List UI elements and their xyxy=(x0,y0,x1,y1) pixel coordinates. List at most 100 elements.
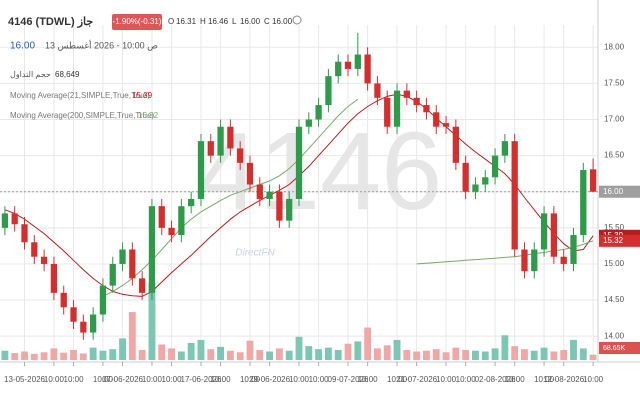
last-price: 16.00 xyxy=(10,41,35,52)
volume-bar xyxy=(70,349,77,360)
brand: DirectFN xyxy=(235,248,275,259)
ohlc-key: O xyxy=(168,17,174,26)
x-tick-label: 10:00 xyxy=(44,375,65,384)
y-tick-label: 18.00 xyxy=(604,42,625,51)
volume-bar xyxy=(423,350,430,360)
x-tick-label: 10:00 xyxy=(211,375,232,384)
candle-body xyxy=(286,198,293,221)
volume-bar xyxy=(540,347,548,360)
x-tick-label: 29-06-2026 xyxy=(249,375,290,384)
candle-body xyxy=(354,54,361,69)
candle-body xyxy=(1,213,9,228)
volume-tag: 68.65K xyxy=(603,345,626,352)
volume-bar xyxy=(1,350,9,360)
volume-bar xyxy=(501,335,509,360)
volume-bar xyxy=(373,348,381,360)
volume-bar xyxy=(79,353,87,360)
volume-bar xyxy=(236,352,244,360)
candle-body xyxy=(384,97,391,127)
candle-body xyxy=(119,249,126,264)
settings-icon[interactable] xyxy=(292,15,302,25)
volume-bar xyxy=(119,338,126,360)
volume-bar xyxy=(364,327,372,360)
candle-body xyxy=(168,227,175,236)
candle-body xyxy=(237,148,244,163)
x-tick-label: 10:00 xyxy=(64,375,85,384)
x-tick-label: 10:00 xyxy=(142,375,163,384)
volume-bar xyxy=(354,341,362,360)
volume-last: 68,649 xyxy=(55,70,80,79)
candle-body xyxy=(70,307,77,322)
volume-bar xyxy=(226,350,234,360)
candle-body xyxy=(511,141,518,250)
candle-body xyxy=(11,213,18,225)
candle-body xyxy=(276,191,283,221)
volume-bar xyxy=(266,351,274,360)
volume-bar xyxy=(442,352,450,360)
candle-body xyxy=(139,278,146,293)
y-tick-label: 17.00 xyxy=(604,115,625,124)
x-tick-label: 02-08-2026 xyxy=(475,375,516,384)
volume-bar xyxy=(148,282,156,360)
volume-bar xyxy=(413,351,421,360)
y-tick-label: 14.50 xyxy=(604,295,625,304)
x-tick-label: 10:00 xyxy=(583,375,604,384)
watermark: 4146 xyxy=(198,110,443,233)
volume-bar xyxy=(285,350,293,360)
volume-bar xyxy=(334,349,342,360)
candle-body xyxy=(295,126,303,199)
candle-body xyxy=(158,206,165,228)
candle-body xyxy=(217,126,224,156)
x-tick-label: 10:00 xyxy=(358,375,379,384)
candle-body xyxy=(129,249,136,279)
legend-value: 15.39 xyxy=(132,91,153,100)
candle-body xyxy=(550,213,558,257)
candle-body xyxy=(540,213,548,250)
volume-bar xyxy=(462,349,470,360)
x-tick-label: 10:00 xyxy=(93,375,114,384)
candle-body xyxy=(89,314,97,333)
candle-body xyxy=(374,83,381,98)
candle-body xyxy=(178,206,185,236)
ohlc-value: 16.46 xyxy=(208,17,229,26)
legend-name: Moving Average(21,SIMPLE,True,True) xyxy=(10,91,150,100)
x-tick-label: 21-07-2026 xyxy=(396,375,437,384)
candle-body xyxy=(452,126,459,163)
volume-bar xyxy=(481,351,489,360)
candle-body xyxy=(560,256,567,264)
x-tick-label: 10:00 xyxy=(436,375,457,384)
y-tick-label: 14.00 xyxy=(604,331,625,340)
candle-body xyxy=(80,321,87,333)
volume-bar xyxy=(383,345,391,360)
candle-body xyxy=(423,105,430,113)
candle-body xyxy=(531,249,538,272)
candle-body xyxy=(197,141,205,199)
x-tick-label: 09-07-2026 xyxy=(328,375,369,384)
candle-body xyxy=(188,198,195,207)
candle-body xyxy=(482,177,489,185)
grid-layer xyxy=(0,25,598,360)
x-tick-label: 07-06-2026 xyxy=(102,375,143,384)
candle-body xyxy=(344,61,352,69)
ohlc-value: 16.00 xyxy=(240,17,261,26)
candle-body xyxy=(31,242,38,257)
candle-body xyxy=(403,90,410,98)
candle-body xyxy=(433,112,440,127)
volume-bar xyxy=(275,348,283,360)
ohlc-key: L xyxy=(232,17,237,26)
candle-body xyxy=(60,292,67,308)
x-tick-label: 10:00 xyxy=(505,375,526,384)
ma200-tag: 15.32 xyxy=(603,236,624,245)
volume-bar xyxy=(295,336,303,360)
volume-bar xyxy=(403,349,411,360)
candle-body xyxy=(521,249,528,272)
volume-bar xyxy=(109,349,117,360)
volume-bar xyxy=(315,349,323,360)
candle-body xyxy=(491,155,499,178)
volume-bar xyxy=(60,352,68,360)
volume-bar xyxy=(50,348,58,360)
candle-body xyxy=(207,141,214,156)
x-tick-label: 13-05-2026 xyxy=(4,375,45,384)
volume-bar xyxy=(432,349,440,360)
volume-label: حجم التداول xyxy=(10,70,51,79)
